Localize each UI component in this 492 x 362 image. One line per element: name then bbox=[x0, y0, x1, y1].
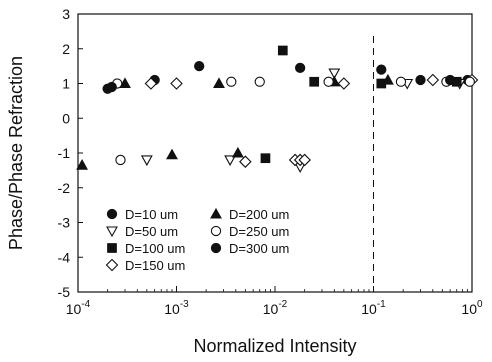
legend-marker bbox=[210, 242, 222, 254]
legend-label: D=50 um bbox=[125, 224, 178, 239]
data-point bbox=[464, 76, 475, 87]
data-point bbox=[106, 81, 117, 93]
y-tick-label: 0 bbox=[62, 110, 70, 126]
data-point bbox=[328, 68, 341, 80]
data-point bbox=[119, 77, 131, 89]
x-tick-base: 10 bbox=[361, 301, 377, 317]
legend-label: D=250 um bbox=[229, 224, 289, 239]
y-tick-label: -1 bbox=[58, 145, 71, 161]
legend-marker bbox=[105, 258, 119, 272]
x-tick-base: 10 bbox=[263, 301, 279, 317]
x-tick-exponent: 0 bbox=[477, 299, 483, 310]
y-tick-label: 2 bbox=[62, 41, 70, 57]
data-point bbox=[260, 153, 271, 164]
legend-label: D=100 um bbox=[125, 241, 185, 256]
data-point bbox=[415, 74, 426, 86]
y-tick-label: -2 bbox=[58, 180, 71, 196]
x-tick-exponent: -2 bbox=[278, 299, 287, 310]
data-point bbox=[337, 77, 351, 90]
data-point bbox=[376, 64, 387, 75]
x-tick-exponent: -3 bbox=[180, 299, 189, 310]
x-tick-label: 100 bbox=[461, 299, 483, 317]
y-tick-label: -4 bbox=[58, 249, 71, 265]
x-tick-base: 10 bbox=[66, 301, 82, 317]
data-point bbox=[194, 60, 205, 72]
x-tick-base: 10 bbox=[164, 301, 180, 317]
legend-marker bbox=[210, 207, 222, 219]
legend-marker bbox=[106, 208, 118, 220]
legend-marker bbox=[106, 226, 118, 238]
data-point bbox=[231, 146, 244, 158]
x-tick-exponent: -1 bbox=[377, 299, 386, 310]
legend-label: D=10 um bbox=[125, 207, 178, 222]
data-point bbox=[226, 76, 237, 87]
legend-label: D=150 um bbox=[125, 258, 185, 273]
x-tick-base: 10 bbox=[461, 301, 477, 317]
x-tick-label: 10-3 bbox=[164, 299, 189, 317]
data-point bbox=[298, 153, 311, 167]
data-point bbox=[170, 77, 183, 90]
data-point bbox=[224, 155, 237, 167]
y-tick-label: 3 bbox=[62, 6, 70, 22]
data-point bbox=[213, 77, 225, 89]
data-point bbox=[323, 76, 334, 87]
data-point bbox=[444, 74, 456, 86]
data-point bbox=[254, 76, 265, 87]
y-axis-label: Phase/Phase Refraction bbox=[6, 56, 26, 250]
data-point bbox=[115, 154, 126, 166]
data-point bbox=[144, 77, 158, 90]
data-point bbox=[140, 155, 153, 167]
x-tick-label: 10-4 bbox=[66, 299, 91, 317]
legend-marker bbox=[210, 225, 222, 237]
legend-label: D=300 um bbox=[229, 241, 289, 256]
data-point bbox=[381, 73, 394, 85]
y-tick-label: -3 bbox=[58, 215, 71, 231]
x-axis-label: Normalized Intensity bbox=[193, 336, 356, 356]
y-tick-label: -5 bbox=[58, 284, 71, 300]
data-point bbox=[277, 45, 288, 56]
legend-label: D=200 um bbox=[229, 207, 289, 222]
x-tick-label: 10-2 bbox=[263, 299, 288, 317]
data-point bbox=[395, 76, 407, 87]
data-point bbox=[426, 73, 440, 87]
x-tick-label: 10-1 bbox=[361, 299, 386, 317]
data-point bbox=[76, 159, 89, 170]
data-point bbox=[309, 76, 320, 87]
data-point bbox=[166, 148, 178, 160]
data-point bbox=[294, 62, 306, 74]
legend-marker bbox=[107, 243, 117, 253]
data-point bbox=[239, 155, 252, 168]
x-tick-exponent: -4 bbox=[81, 299, 90, 310]
y-tick-label: 1 bbox=[62, 76, 70, 92]
